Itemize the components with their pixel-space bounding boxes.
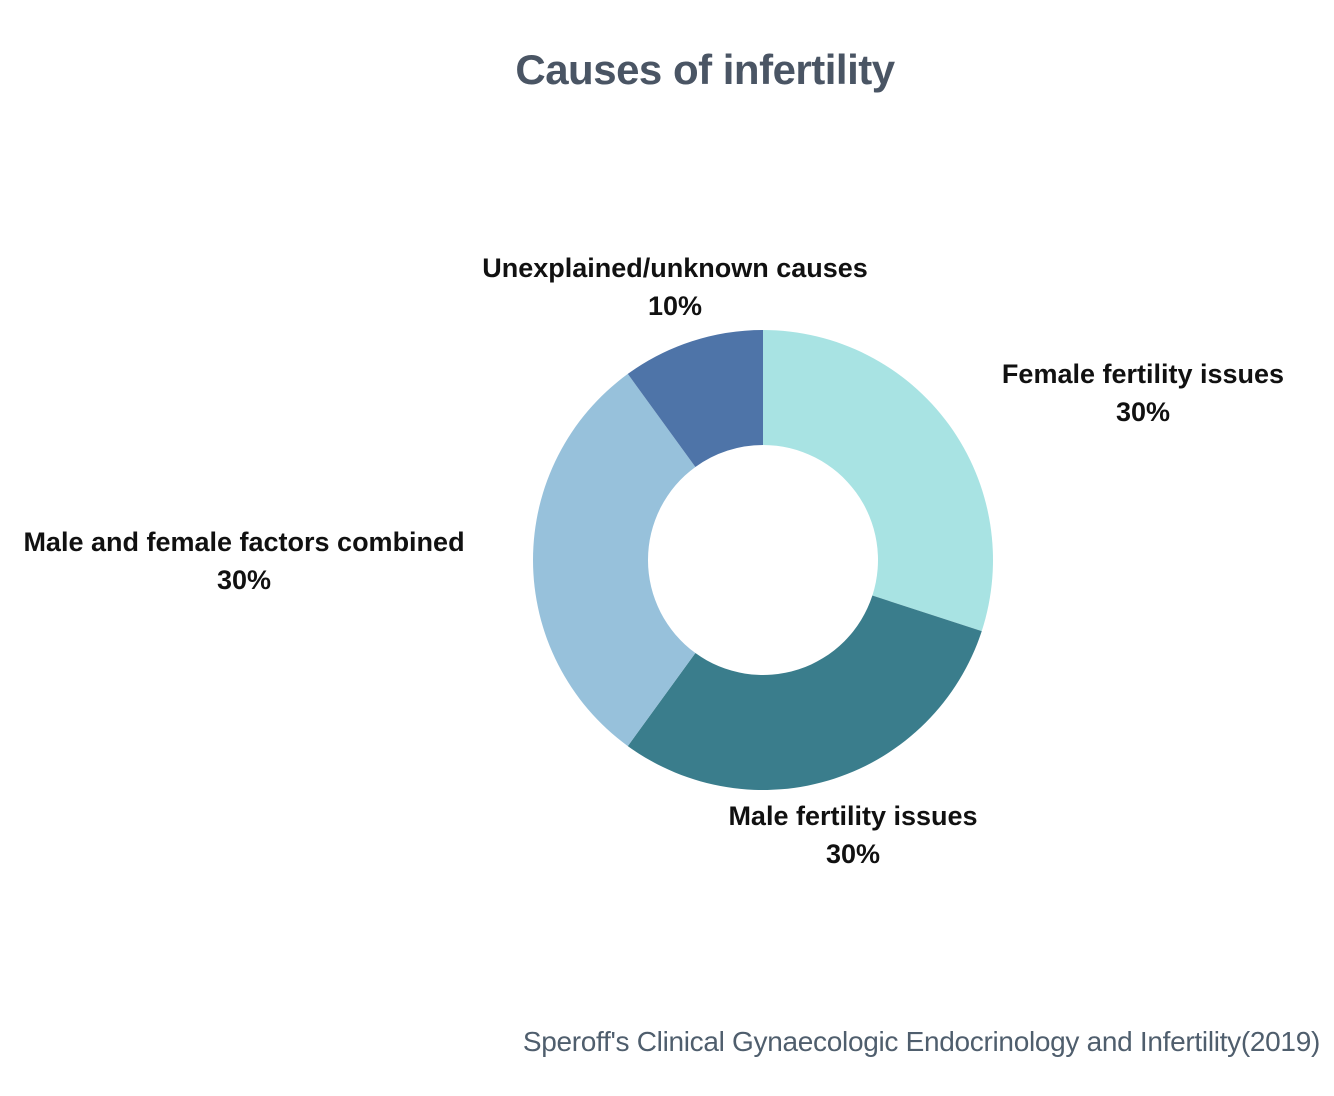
slice-label-female-text: Female fertility issues	[1001, 359, 1285, 389]
slice-label-unexplained: Unexplained/unknown causes 10%	[482, 249, 868, 325]
slice-label-male: Male fertility issues 30%	[728, 797, 977, 873]
slice-label-male-text: Male fertility issues	[728, 801, 978, 831]
slice-label-combined-pct: 30%	[216, 565, 272, 595]
donut-slice-3	[627, 330, 763, 467]
slice-label-female: Female fertility issues 30%	[1002, 355, 1284, 431]
slice-label-unexplained-pct: 10%	[647, 291, 703, 321]
source-citation: Speroff's Clinical Gynaecologic Endocrin…	[522, 1026, 1320, 1057]
donut-chart	[533, 330, 993, 790]
chart-title: Causes of infertility	[515, 46, 895, 93]
slice-label-combined: Male and female factors combined 30%	[23, 523, 464, 599]
donut-slice-2	[533, 373, 696, 747]
donut-slice-1	[627, 595, 982, 790]
slice-label-unexplained-text: Unexplained/unknown causes	[482, 253, 868, 283]
slice-label-male-pct: 30%	[825, 839, 881, 869]
slice-label-combined-text: Male and female factors combined	[23, 527, 465, 557]
slice-label-female-pct: 30%	[1115, 397, 1171, 427]
donut-slice-0	[763, 330, 993, 632]
